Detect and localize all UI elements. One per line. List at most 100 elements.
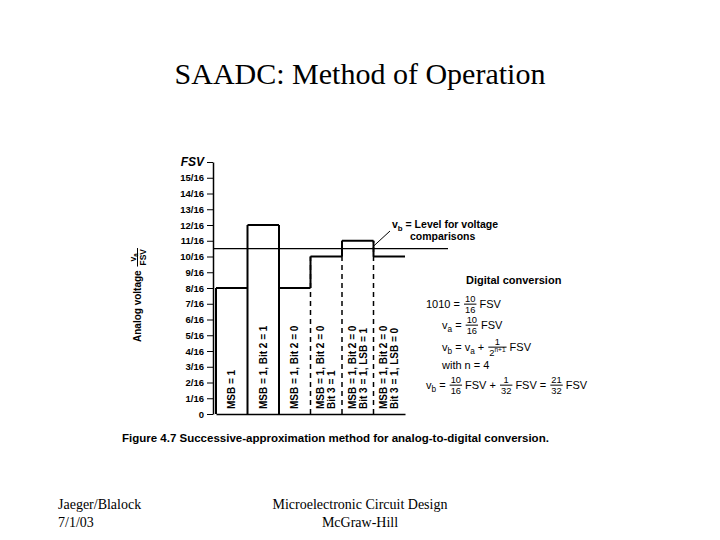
step-level bbox=[311, 256, 343, 258]
y-tick: 11/16 bbox=[181, 235, 213, 246]
fraction-denominator: 16 bbox=[465, 305, 475, 315]
y-tick-label: 12/16 bbox=[180, 220, 204, 231]
fraction-bar bbox=[464, 304, 476, 305]
fraction-bar bbox=[450, 385, 462, 386]
y-tick-mark bbox=[207, 351, 213, 352]
category-label: MSB = 1, Bit 2 = 0Bit 3 = 1 bbox=[315, 325, 337, 409]
leader-line bbox=[373, 231, 390, 247]
threshold-label: comparisons bbox=[410, 230, 476, 242]
text-piece: FSV bbox=[510, 341, 532, 353]
y-tick: 1/16 bbox=[186, 393, 214, 404]
category-label: MSB = 1, Bit 2 = 0 bbox=[289, 325, 300, 409]
fraction-denominator: FSV bbox=[138, 249, 148, 266]
y-tick-mark bbox=[207, 320, 213, 321]
annotation: va = 1016FSV bbox=[442, 315, 503, 336]
y-tick-label: 14/16 bbox=[180, 188, 204, 199]
text-piece: Digital conversion bbox=[466, 274, 562, 286]
y-tick-mark bbox=[207, 398, 213, 399]
y-tick: 14/16 bbox=[180, 188, 213, 199]
y-tick-label: 4/16 bbox=[186, 346, 205, 357]
footer-left: 7/1/03 bbox=[58, 515, 94, 530]
step-level bbox=[342, 240, 374, 242]
fraction-bar bbox=[500, 385, 512, 386]
y-tick: 0 bbox=[199, 409, 213, 420]
y-tick-mark bbox=[207, 335, 213, 336]
step-level bbox=[216, 287, 248, 289]
fraction-bar bbox=[466, 325, 478, 326]
annotation: 1010 = 1016FSV bbox=[426, 294, 501, 315]
text-piece: 1010 = bbox=[426, 298, 463, 310]
annotation: vb = va + 12n+1FSV bbox=[442, 337, 532, 358]
text-piece: FSV bbox=[479, 298, 501, 310]
y-tick: 2/16 bbox=[186, 377, 214, 388]
y-tick: 12/16 bbox=[180, 220, 213, 231]
step-level bbox=[248, 224, 280, 226]
category-label: MSB = 1, Bit 2 = 0Bit 3 = 1, LSB = 0 bbox=[378, 325, 400, 409]
fraction-denominator: 32 bbox=[551, 386, 561, 396]
slide-title: SAADC: Method of Operation bbox=[175, 57, 546, 90]
fraction-bar bbox=[488, 347, 506, 348]
y-tick-mark bbox=[207, 178, 213, 179]
y-tick: 13/16 bbox=[180, 204, 213, 215]
y-tick-mark bbox=[207, 257, 213, 258]
comparison-level bbox=[213, 248, 448, 249]
text-piece: 16 bbox=[467, 326, 477, 336]
y-tick-label: 11/16 bbox=[181, 235, 204, 246]
step-transition bbox=[215, 288, 217, 414]
category-label-line: MSB = 1, Bit 2 = 0 bbox=[378, 325, 389, 409]
annotation: vb = 1016FSV + 132FSV = 2132FSV bbox=[426, 375, 588, 396]
step-separator bbox=[310, 257, 312, 415]
text-piece: = v bbox=[452, 341, 471, 353]
y-tick-label: 6/16 bbox=[186, 314, 205, 325]
y-tick-mark bbox=[207, 367, 213, 368]
y-tick-label: 13/16 bbox=[180, 204, 204, 215]
category-label-line: Bit 3 = 1, LSB = 1 bbox=[358, 327, 369, 409]
fraction-denominator: 2n+1 bbox=[489, 346, 506, 358]
x-axis bbox=[217, 414, 406, 415]
text-piece: 16 bbox=[451, 386, 461, 396]
footer-center: Microelectronic Circuit Design bbox=[273, 497, 448, 512]
y-tick-label: 8/16 bbox=[186, 283, 205, 294]
y-tick-label: FSV bbox=[181, 155, 205, 169]
y-tick: 10/16 bbox=[180, 251, 213, 262]
footer-left: Jaeger/Blalock bbox=[58, 497, 141, 512]
text-piece: 16 bbox=[465, 305, 475, 315]
y-tick: 15/16 bbox=[180, 172, 213, 183]
figure-caption: Figure 4.7 Successive-approximation meth… bbox=[122, 432, 549, 444]
y-tick: 3/16 bbox=[186, 361, 214, 372]
text-piece: comparisons bbox=[410, 230, 476, 242]
category-label-line: Bit 3 = 1 bbox=[326, 370, 337, 409]
text-piece: Figure 4.7 bbox=[122, 432, 176, 444]
y-tick: 4/16 bbox=[186, 346, 214, 357]
y-tick-label: 3/16 bbox=[186, 361, 205, 372]
y-tick-mark bbox=[207, 288, 213, 289]
slide: SAADC: Method of Operation Jaeger/Blalock… bbox=[0, 0, 720, 540]
text-piece: 1 bbox=[504, 375, 509, 385]
y-axis: 01/162/163/164/165/166/167/168/169/1610/… bbox=[180, 155, 213, 419]
category-label-line: MSB = 1, Bit 2 = 0 bbox=[315, 325, 326, 409]
step-separator bbox=[341, 241, 343, 414]
fraction-numerator: 21 bbox=[551, 375, 561, 385]
y-tick: FSV bbox=[181, 155, 213, 169]
y-tick-mark bbox=[207, 414, 213, 415]
y-tick: 6/16 bbox=[186, 314, 214, 325]
y-tick-label: 0 bbox=[199, 409, 204, 420]
fraction-numerator: 10 bbox=[451, 375, 461, 385]
text-piece: = Level for voltage bbox=[403, 218, 499, 230]
step-level bbox=[279, 287, 311, 289]
plot-marks bbox=[213, 225, 448, 414]
step-level bbox=[374, 256, 406, 258]
y-tick: 8/16 bbox=[186, 283, 214, 294]
category-label-line: Bit 3 = 1, LSB = 0 bbox=[389, 327, 400, 409]
y-tick-mark bbox=[207, 209, 213, 210]
y-tick-mark bbox=[207, 272, 213, 273]
text-piece: + bbox=[475, 341, 488, 353]
text-piece: FSV = bbox=[515, 379, 549, 391]
category-label-line: MSB = 1, Bit 2 = 0 bbox=[347, 325, 358, 409]
category-label: MSB = 1, Bit 2 = 0Bit 3 = 1, LSB = 1 bbox=[347, 325, 369, 409]
text-piece: FSV bbox=[138, 249, 148, 266]
fraction-numerator: 1 bbox=[504, 375, 509, 385]
step-transition bbox=[278, 225, 280, 414]
y-tick: 7/16 bbox=[186, 298, 214, 309]
text-piece: with n = 4 bbox=[441, 359, 489, 371]
